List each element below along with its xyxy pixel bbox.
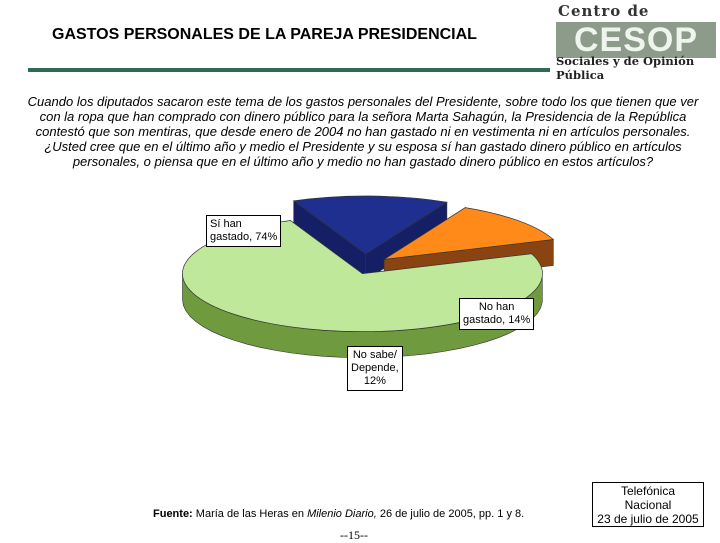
source-publication: Milenio Diario, <box>307 508 377 520</box>
title-rule <box>28 68 550 72</box>
source-note: Fuente: María de las Heras en Milenio Di… <box>153 508 524 520</box>
poll-stamp: Telefónica Nacional 23 de julio de 2005 <box>592 482 704 527</box>
slice-label-no-han-gastado: No han gastado, 14% <box>459 298 535 330</box>
slice-label-si-han-gastado: Sí han gastado, 74% <box>206 215 282 247</box>
source-label: Fuente: <box>153 508 193 520</box>
stamp-line: Telefónica <box>620 484 676 498</box>
label-text: Depende, <box>351 362 399 374</box>
label-text: No han <box>478 301 515 313</box>
source-text-date: 26 de julio de 2005, pp. 1 y 8. <box>376 508 525 520</box>
label-text: 12% <box>363 375 386 387</box>
logo-acronym: CESOP <box>556 22 716 58</box>
label-text: gastado, 74% <box>210 231 278 243</box>
pie-slice-no-han-gastado <box>292 195 448 255</box>
page-title: GASTOS PERSONALES DE LA PAREJA PRESIDENC… <box>52 26 477 43</box>
pie-slice-si-han-gastado <box>182 220 543 332</box>
logo-bottom-text: Sociales y de Opinión Pública <box>556 54 695 82</box>
page-number: --15-- <box>340 528 368 542</box>
label-text: gastado, 14% <box>463 314 531 326</box>
label-text: No sabe/ <box>352 349 397 361</box>
label-text: Sí han <box>210 218 242 230</box>
stamp-line: Nacional <box>624 498 672 512</box>
survey-question: Cuando los diputados sacaron este tema d… <box>27 94 699 169</box>
slice-label-no-sabe: No sabe/ Depende, 12% <box>347 346 403 391</box>
stamp-line: 23 de julio de 2005 <box>597 512 699 526</box>
source-text: María de las Heras en <box>192 508 308 520</box>
cesop-logo: Centro de Estudios CESOP Sociales y de O… <box>552 0 720 82</box>
pie-slice-no-sabe <box>383 207 555 260</box>
